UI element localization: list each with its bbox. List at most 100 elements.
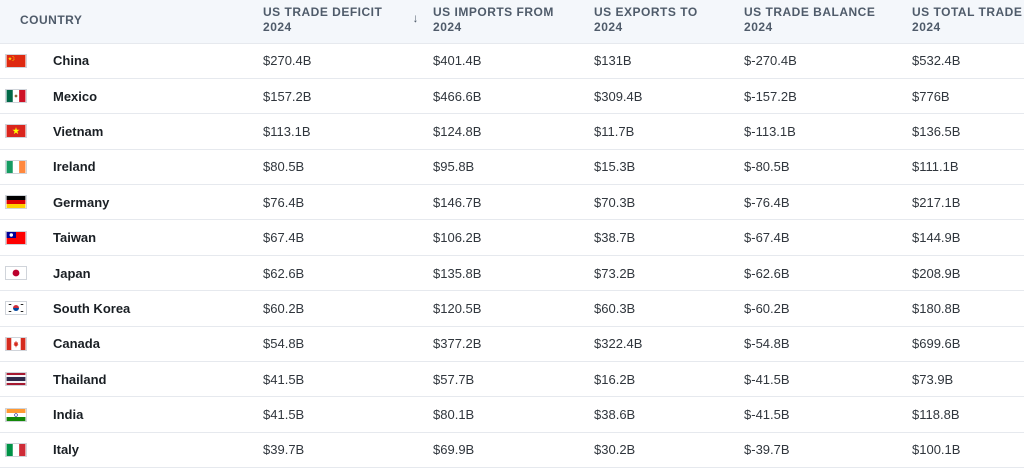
exports-value: $73.2B [594, 265, 636, 281]
exports-value: $70.3B [594, 194, 636, 210]
country-name[interactable]: Canada [53, 336, 100, 352]
country-name[interactable]: Taiwan [53, 230, 97, 246]
table-header: COUNTRY US TRADE DEFICIT 2024 ↓ US IMPOR… [0, 0, 1024, 43]
imports-value: $401.4B [433, 53, 482, 69]
trade-balance-value: $-41.5B [744, 407, 790, 423]
flag-cell [0, 185, 33, 220]
table-row[interactable]: South Korea $60.2B $120.5B $60.3B $-60.2… [0, 290, 1024, 326]
flag-cell [0, 114, 33, 149]
column-header-total-trade[interactable]: US TOTAL TRADE 2024 [912, 0, 1024, 43]
country-name[interactable]: Mexico [53, 88, 98, 104]
column-header-country[interactable]: COUNTRY [0, 0, 263, 43]
column-header-trade-balance[interactable]: US TRADE BALANCE 2024 [744, 0, 912, 43]
trade-balance-value: $-113.1B [744, 123, 796, 139]
column-header-trade-deficit-year: 2024 [263, 20, 292, 34]
imports-value: $146.7B [433, 194, 482, 210]
column-header-total-trade-year: 2024 [912, 20, 941, 34]
imports-value: $120.5B [433, 300, 482, 316]
flag-cell [0, 78, 33, 113]
trade-balance-value: $-39.7B [744, 442, 790, 458]
trade-balance-value: $-62.6B [744, 265, 790, 281]
flag-cell [0, 326, 33, 361]
imports-value: $69.9B [433, 442, 475, 458]
flag-cell [0, 397, 33, 432]
table-body: China $270.4B $401.4B $131B $-270.4B $53… [0, 43, 1024, 468]
country-name[interactable]: Japan [53, 265, 91, 281]
exports-value: $309.4B [594, 88, 643, 104]
table-row[interactable]: Taiwan $67.4B $106.2B $38.7B $-67.4B $14… [0, 219, 1024, 255]
column-header-exports-label: US EXPORTS TO [594, 5, 698, 19]
imports-value: $80.1B [433, 407, 475, 423]
exports-value: $15.3B [594, 159, 636, 175]
flag-cell [0, 362, 33, 397]
country-name[interactable]: China [53, 53, 90, 69]
thailand-flag-icon [5, 372, 27, 387]
trade-deficit-value: $41.5B [263, 371, 305, 387]
india-flag-icon [5, 407, 27, 422]
country-name[interactable]: Germany [53, 194, 110, 210]
total-trade-value: $111.1B [912, 159, 959, 175]
table-row[interactable]: Japan $62.6B $135.8B $73.2B $-62.6B $208… [0, 255, 1024, 290]
column-header-imports-label: US IMPORTS FROM [433, 5, 554, 19]
column-header-total-trade-label: US TOTAL TRADE [912, 5, 1023, 19]
total-trade-value: $73.9B [912, 371, 954, 387]
canada-flag-icon [5, 336, 27, 351]
table-row[interactable]: Vietnam $113.1B $124.8B $11.7B $-113.1B … [0, 113, 1024, 149]
germany-flag-icon [5, 195, 27, 210]
exports-value: $60.3B [594, 300, 636, 316]
table-row[interactable]: Ireland $80.5B $95.8B $15.3B $-80.5B $11… [0, 149, 1024, 184]
exports-value: $30.2B [594, 442, 636, 458]
table-row[interactable]: Italy $39.7B $69.9B $30.2B $-39.7B $100.… [0, 432, 1024, 468]
column-header-exports[interactable]: US EXPORTS TO 2024 [594, 0, 744, 43]
trade-balance-value: $-270.4B [744, 53, 797, 69]
country-name[interactable]: Ireland [53, 159, 96, 175]
table-row[interactable]: Germany $76.4B $146.7B $70.3B $-76.4B $2… [0, 184, 1024, 220]
exports-value: $38.7B [594, 230, 636, 246]
exports-value: $38.6B [594, 407, 636, 423]
imports-value: $95.8B [433, 159, 475, 175]
imports-value: $377.2B [433, 336, 482, 352]
column-header-imports[interactable]: US IMPORTS FROM 2024 [433, 0, 594, 43]
total-trade-value: $180.8B [912, 300, 961, 316]
column-header-imports-year: 2024 [433, 20, 462, 34]
trade-deficit-value: $67.4B [263, 230, 305, 246]
imports-value: $57.7B [433, 371, 475, 387]
imports-value: $124.8B [433, 123, 482, 139]
total-trade-value: $699.6B [912, 336, 961, 352]
country-name[interactable]: Thailand [53, 371, 107, 387]
country-name[interactable]: India [53, 407, 84, 423]
total-trade-value: $100.1B [912, 442, 961, 458]
trade-balance-value: $-60.2B [744, 300, 790, 316]
total-trade-value: $136.5B [912, 123, 961, 139]
table-row[interactable]: Canada $54.8B $377.2B $322.4B $-54.8B $6… [0, 326, 1024, 361]
sort-descending-icon[interactable]: ↓ [412, 11, 420, 25]
table-row[interactable]: China $270.4B $401.4B $131B $-270.4B $53… [0, 43, 1024, 78]
trade-balance-value: $-76.4B [744, 194, 790, 210]
column-header-trade-balance-label: US TRADE BALANCE [744, 5, 876, 19]
flag-cell [0, 43, 33, 78]
country-name[interactable]: South Korea [53, 300, 131, 316]
trade-balance-value: $-80.5B [744, 159, 790, 175]
vietnam-flag-icon [5, 124, 27, 139]
japan-flag-icon [5, 266, 27, 281]
trade-deficit-value: $113.1B [263, 123, 311, 139]
total-trade-value: $144.9B [912, 230, 961, 246]
column-header-exports-year: 2024 [594, 20, 623, 34]
flag-cell [0, 432, 33, 467]
table-row[interactable]: India $41.5B $80.1B $38.6B $-41.5B $118.… [0, 396, 1024, 432]
column-header-trade-deficit-label: US TRADE DEFICIT [263, 5, 383, 19]
total-trade-value: $217.1B [912, 194, 961, 210]
trade-balance-value: $-54.8B [744, 336, 790, 352]
trade-balance-value: $-41.5B [744, 371, 790, 387]
flag-cell [0, 291, 33, 326]
country-name[interactable]: Italy [53, 442, 80, 458]
total-trade-value: $532.4B [912, 53, 961, 69]
table-row[interactable]: Mexico $157.2B $466.6B $309.4B $-157.2B … [0, 78, 1024, 113]
column-header-trade-deficit[interactable]: US TRADE DEFICIT 2024 ↓ [263, 0, 433, 43]
table-row[interactable]: Thailand $41.5B $57.7B $16.2B $-41.5B $7… [0, 361, 1024, 397]
ireland-flag-icon [5, 159, 27, 174]
total-trade-value: $776B [912, 88, 950, 104]
country-name[interactable]: Vietnam [53, 123, 104, 139]
total-trade-value: $208.9B [912, 265, 961, 281]
